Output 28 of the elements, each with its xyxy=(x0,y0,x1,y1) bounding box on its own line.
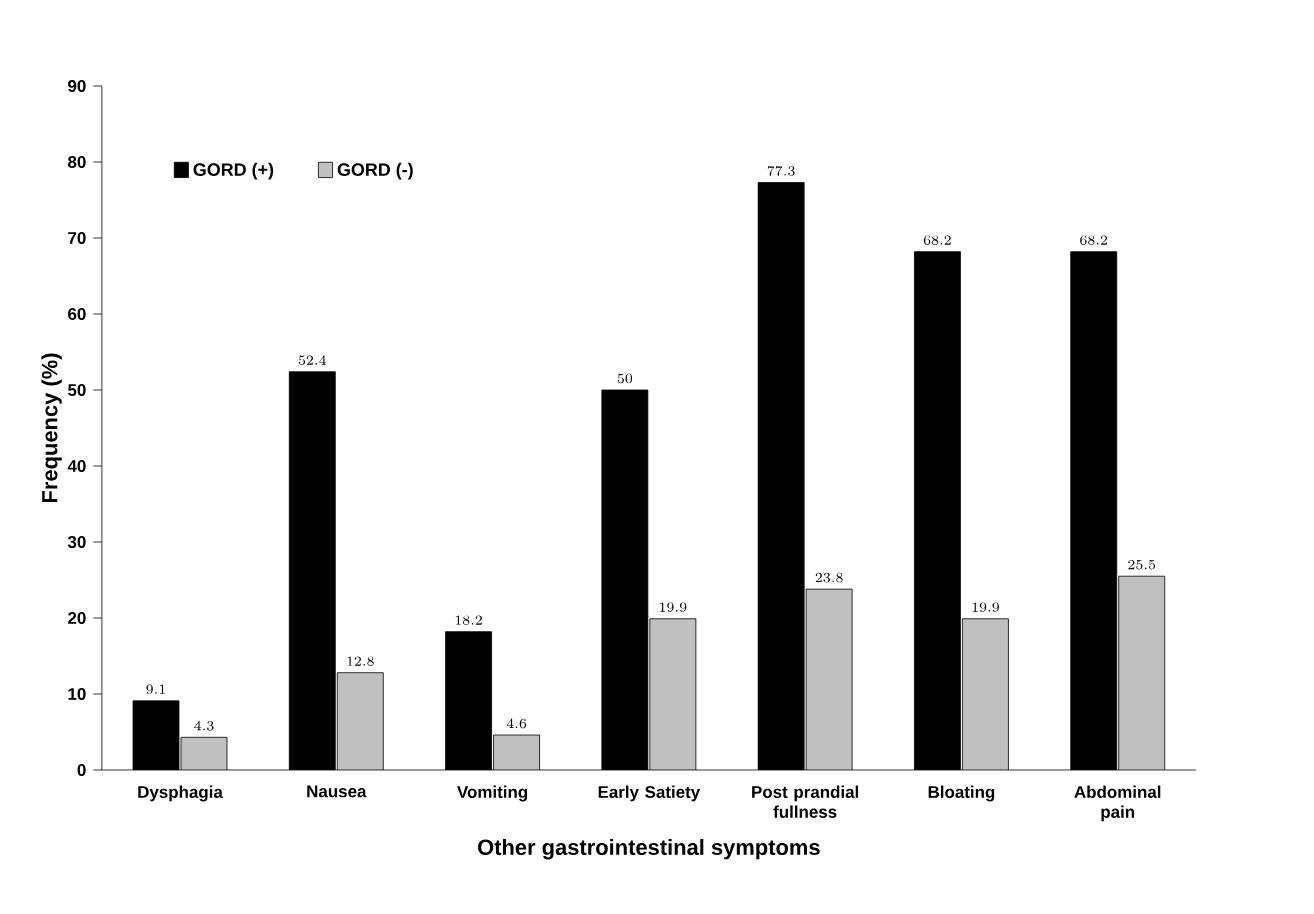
x-tick-label: Dysphagia xyxy=(138,785,223,802)
legend-label: GORD (-) xyxy=(337,162,413,180)
bar xyxy=(181,737,227,770)
y-tick-label: 90 xyxy=(68,80,86,92)
bar xyxy=(493,735,540,770)
bar xyxy=(962,618,1009,770)
y-tick-label: 60 xyxy=(68,308,86,320)
x-tick-label: Abdominal pain xyxy=(1074,785,1161,822)
x-tick-label: Post prandial fullness xyxy=(752,785,859,818)
y-tick-label: 30 xyxy=(67,536,86,548)
y-tick-label: 70 xyxy=(68,232,86,244)
y-tick-label: 10 xyxy=(68,688,86,700)
bar xyxy=(337,672,384,770)
y-tick-label: 50 xyxy=(68,384,86,396)
x-tick-label: Vomiting xyxy=(457,785,528,802)
x-axis-title: Other gastrointestinal symptoms xyxy=(478,838,820,860)
y-axis-title: Frequency (%) xyxy=(41,353,62,503)
y-tick-label: 80 xyxy=(68,156,86,168)
legend-label: GORD (+) xyxy=(193,162,274,180)
bar xyxy=(1118,575,1166,770)
x-tick-label: Bloating xyxy=(928,785,995,802)
y-tick-label: 40 xyxy=(67,460,86,472)
bar xyxy=(649,618,696,770)
x-tick-label: Early Satiety xyxy=(598,785,701,802)
bar xyxy=(806,589,853,770)
x-tick-label: Nausea xyxy=(307,785,367,798)
y-tick-label: 0 xyxy=(77,764,86,776)
y-tick-label: 20 xyxy=(68,612,86,624)
